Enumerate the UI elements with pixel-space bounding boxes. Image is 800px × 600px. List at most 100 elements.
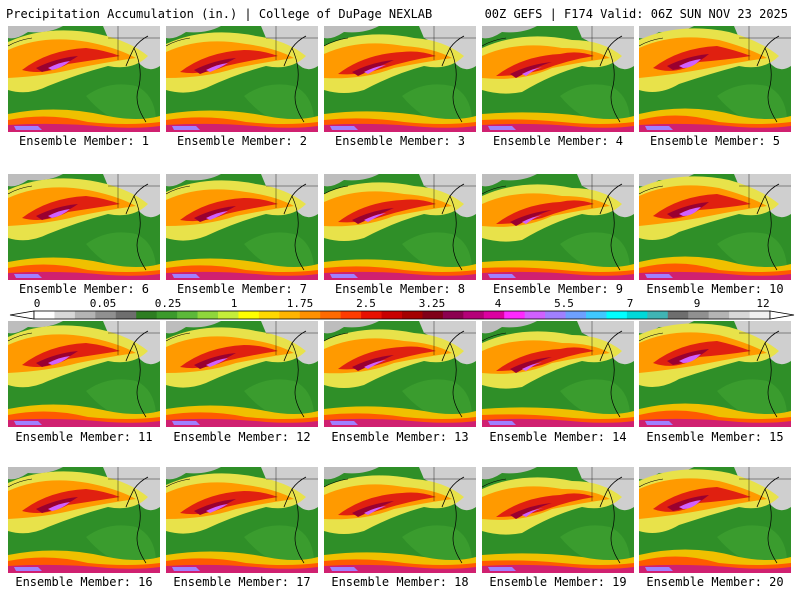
ensemble-panel-3 xyxy=(324,26,476,132)
colorbar-swatch xyxy=(586,311,607,319)
colorbar-right-arrow xyxy=(769,310,795,320)
colorbar-tick-label: 5.5 xyxy=(554,297,574,310)
precip-map xyxy=(8,467,160,573)
member-caption: Ensemble Member: 14 xyxy=(489,430,627,444)
colorbar-swatch xyxy=(647,311,669,319)
ensemble-panel-13 xyxy=(324,321,476,427)
precip-map xyxy=(639,26,791,132)
precip-map xyxy=(8,174,160,280)
colorbar-swatch xyxy=(688,311,710,319)
colorbar xyxy=(9,310,795,320)
product-title: Precipitation Accumulation (in.) | Colle… xyxy=(6,7,433,21)
member-caption: Ensemble Member: 1 xyxy=(18,134,150,148)
ensemble-panel-17 xyxy=(166,467,318,573)
ensemble-panel-11 xyxy=(8,321,160,427)
ensemble-panel-1 xyxy=(8,26,160,132)
colorbar-swatch xyxy=(667,311,689,319)
colorbar-swatch xyxy=(258,311,280,319)
member-caption: Ensemble Member: 16 xyxy=(15,575,153,589)
precip-map xyxy=(324,174,476,280)
colorbar-tick-label: 2.5 xyxy=(356,297,376,310)
member-caption: Ensemble Member: 7 xyxy=(176,282,308,296)
member-caption: Ensemble Member: 2 xyxy=(176,134,308,148)
colorbar-swatch xyxy=(361,311,383,319)
ensemble-panel-20 xyxy=(639,467,791,573)
precip-map xyxy=(639,467,791,573)
precip-map xyxy=(482,26,634,132)
precip-map xyxy=(639,321,791,427)
colorbar-swatch xyxy=(74,311,96,319)
colorbar-swatch xyxy=(749,311,771,319)
ensemble-panel-10 xyxy=(639,174,791,280)
member-caption: Ensemble Member: 20 xyxy=(646,575,784,589)
precip-map xyxy=(482,321,634,427)
colorbar-tick-label: 4 xyxy=(494,297,502,310)
precip-map xyxy=(166,321,318,427)
colorbar-swatch xyxy=(402,311,423,319)
ensemble-panel-15 xyxy=(639,321,791,427)
colorbar-swatch xyxy=(156,311,178,319)
ensemble-panel-18 xyxy=(324,467,476,573)
colorbar-tick-label: 12 xyxy=(756,297,770,310)
precip-map xyxy=(8,26,160,132)
ensemble-panel-5 xyxy=(639,26,791,132)
colorbar-swatch xyxy=(279,311,301,319)
precip-map xyxy=(8,321,160,427)
ensemble-panel-9 xyxy=(482,174,634,280)
colorbar-swatch xyxy=(136,311,158,319)
colorbar-swatch xyxy=(115,311,137,319)
ensemble-panel-19 xyxy=(482,467,634,573)
colorbar-swatch xyxy=(381,311,403,319)
member-caption: Ensemble Member: 10 xyxy=(646,282,784,296)
run-info: 00Z GEFS | F174 Valid: 06Z SUN NOV 23 20… xyxy=(484,7,788,21)
ensemble-panel-14 xyxy=(482,321,634,427)
colorbar-swatch xyxy=(422,311,444,319)
precip-map xyxy=(324,467,476,573)
member-caption: Ensemble Member: 13 xyxy=(331,430,469,444)
member-caption: Ensemble Member: 9 xyxy=(492,282,624,296)
colorbar-swatch xyxy=(299,311,321,319)
member-caption: Ensemble Member: 5 xyxy=(649,134,781,148)
colorbar-swatch xyxy=(483,311,505,319)
colorbar-left-arrow xyxy=(9,310,35,320)
colorbar-tick-label: 0.25 xyxy=(154,297,182,310)
ensemble-panel-7 xyxy=(166,174,318,280)
ensemble-panel-16 xyxy=(8,467,160,573)
precip-map xyxy=(166,26,318,132)
colorbar-tick-label: 3.25 xyxy=(418,297,446,310)
member-caption: Ensemble Member: 19 xyxy=(489,575,627,589)
member-caption: Ensemble Member: 4 xyxy=(492,134,624,148)
colorbar-tick-label: 1.75 xyxy=(286,297,314,310)
precip-map xyxy=(482,174,634,280)
colorbar-swatch xyxy=(504,311,526,319)
colorbar-swatch xyxy=(545,311,567,319)
colorbar-tick-label: 9 xyxy=(693,297,701,310)
member-caption: Ensemble Member: 11 xyxy=(15,430,153,444)
colorbar-swatch xyxy=(238,311,260,319)
member-caption: Ensemble Member: 18 xyxy=(331,575,469,589)
colorbar-swatch xyxy=(442,311,464,319)
ensemble-panel-4 xyxy=(482,26,634,132)
precip-map xyxy=(639,174,791,280)
precip-map xyxy=(166,174,318,280)
colorbar-swatch xyxy=(626,311,648,319)
colorbar-swatch xyxy=(177,311,199,319)
member-caption: Ensemble Member: 15 xyxy=(646,430,784,444)
precip-map xyxy=(324,26,476,132)
precip-map xyxy=(482,467,634,573)
colorbar-swatch xyxy=(606,311,628,319)
colorbar-swatch xyxy=(565,311,587,319)
ensemble-panel-6 xyxy=(8,174,160,280)
colorbar-swatch xyxy=(34,311,55,319)
ensemble-panel-12 xyxy=(166,321,318,427)
colorbar-tick-label: 7 xyxy=(626,297,634,310)
colorbar-swatch xyxy=(54,311,76,319)
colorbar-swatch xyxy=(708,311,730,319)
colorbar-tick-label: 1 xyxy=(230,297,238,310)
colorbar-swatch xyxy=(197,311,219,319)
precip-map xyxy=(324,321,476,427)
ensemble-panel-8 xyxy=(324,174,476,280)
member-caption: Ensemble Member: 17 xyxy=(173,575,311,589)
colorbar-swatch xyxy=(320,311,342,319)
colorbar-tick-label: 0 xyxy=(33,297,41,310)
